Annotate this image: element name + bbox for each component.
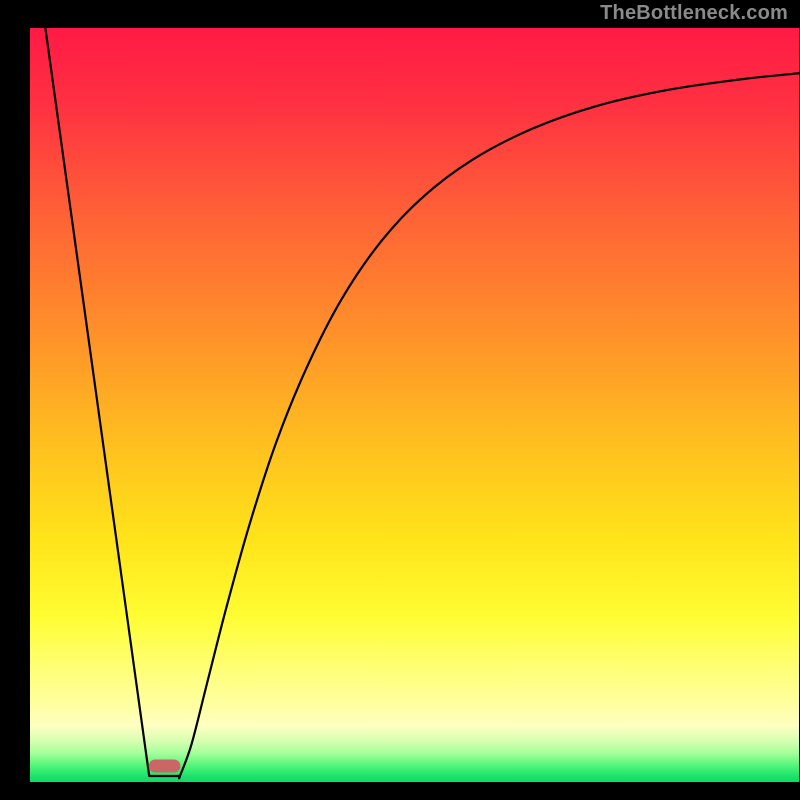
bottleneck-chart (0, 0, 800, 800)
watermark-text: TheBottleneck.com (600, 2, 788, 25)
optimal-point-marker (149, 760, 180, 772)
chart-container: TheBottleneck.com (0, 0, 800, 800)
plot-background (30, 28, 799, 782)
